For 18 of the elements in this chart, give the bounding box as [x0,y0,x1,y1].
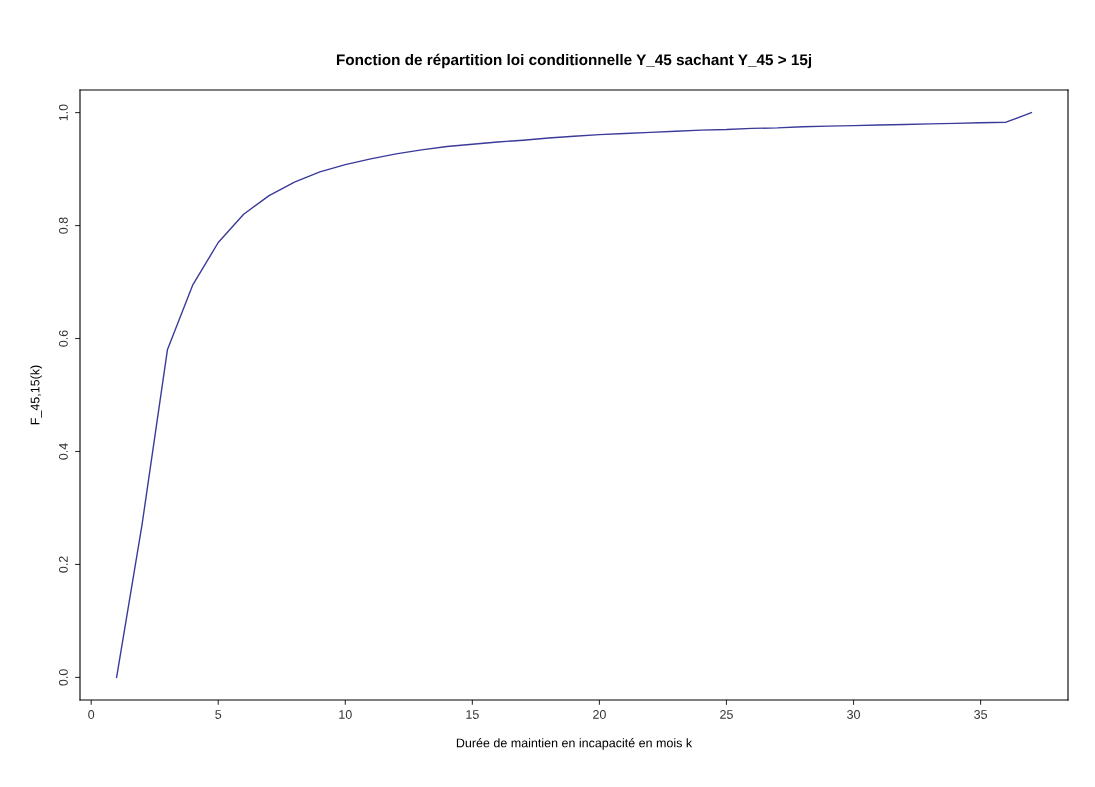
x-tick-label: 10 [339,710,352,719]
y-tick-label: 0.6 [58,330,68,347]
x-tick-label: 5 [215,710,222,719]
x-tick-label: 25 [720,710,733,719]
x-axis-title: Durée de maintien en incapacité en mois k [456,738,693,750]
y-tick-label: 0.4 [58,443,68,460]
y-axis-title: F_45,15(k) [30,365,42,425]
y-tick-label: 1.0 [58,104,68,121]
x-tick-label: 30 [847,710,860,719]
x-tick-label: 0 [88,710,95,719]
x-tick-label: 35 [974,710,988,719]
x-tick-label: 15 [466,710,479,719]
y-tick-label: 0.2 [58,556,68,573]
x-tick-label: 20 [593,710,606,719]
chart-title: Fonction de répartition loi conditionnelle Y_45 sachant Y_45 > 15j [336,53,812,69]
line-series [115,111,1033,679]
y-tick-label: 0.8 [58,217,68,234]
y-tick-label: 0.0 [58,669,68,686]
